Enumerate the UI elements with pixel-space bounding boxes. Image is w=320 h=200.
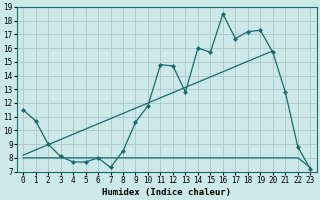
X-axis label: Humidex (Indice chaleur): Humidex (Indice chaleur) [102, 188, 231, 197]
